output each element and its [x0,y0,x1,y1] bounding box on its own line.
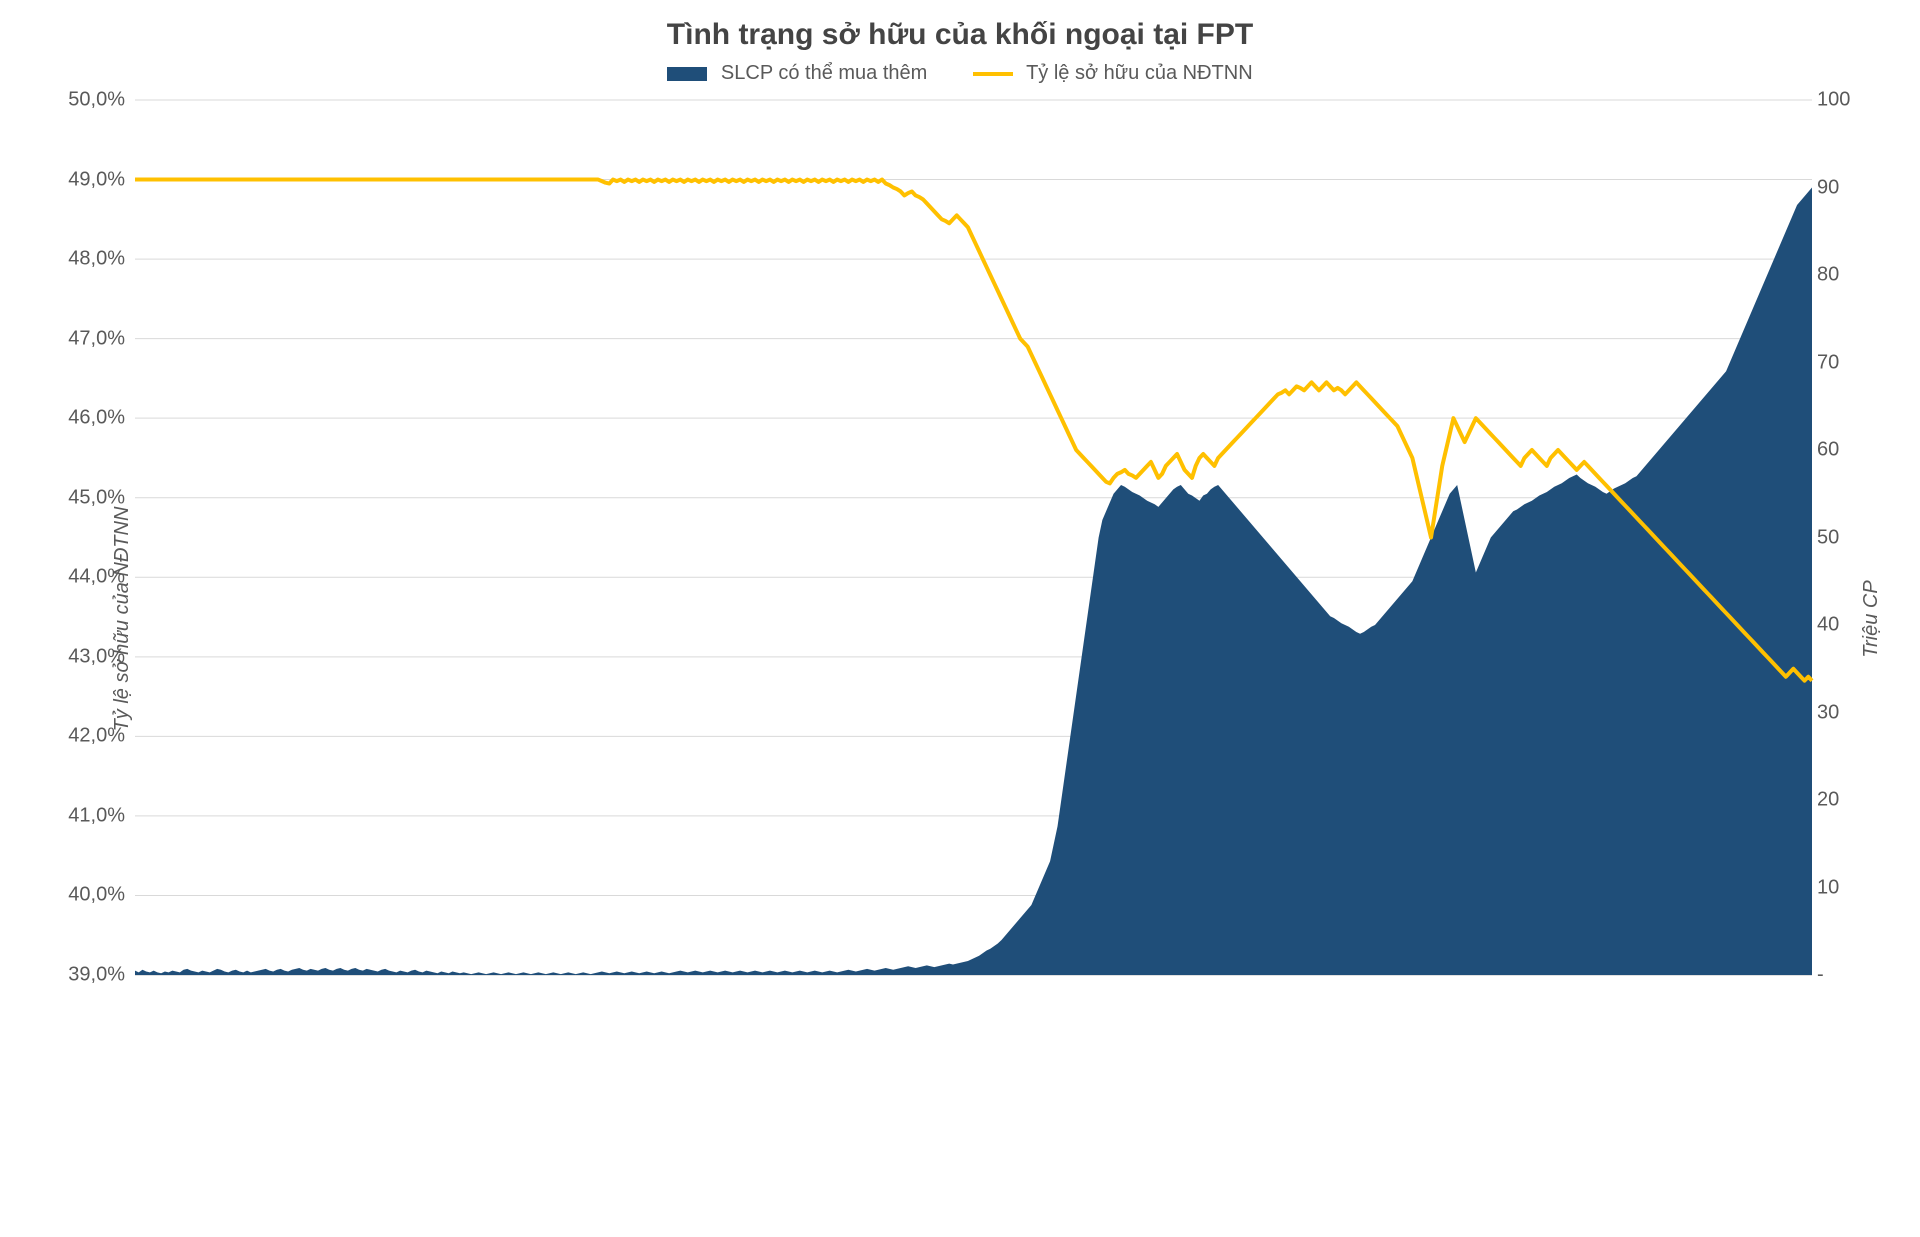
chart-container: Tình trạng sở hữu của khối ngoại tại FPT… [0,0,1920,1237]
plot-area [0,0,1920,1237]
area-series [135,188,1812,976]
